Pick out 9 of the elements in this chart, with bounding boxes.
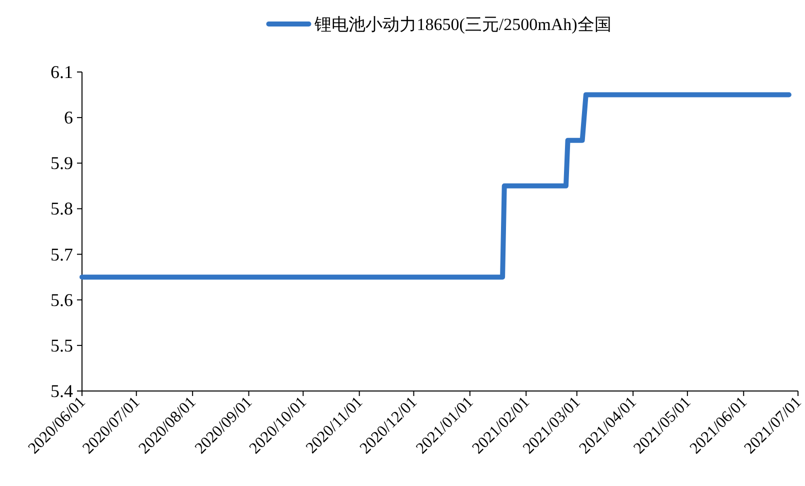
y-tick-label: 6.1 bbox=[50, 62, 73, 82]
y-tick-label: 6 bbox=[64, 108, 73, 128]
y-tick-label: 5.4 bbox=[50, 381, 73, 401]
y-tick-label: 5.7 bbox=[50, 244, 73, 264]
y-tick-label: 5.6 bbox=[50, 290, 73, 310]
y-tick-label: 5.8 bbox=[50, 198, 73, 219]
y-tick-label: 5.9 bbox=[50, 153, 73, 174]
legend-label: 锂电池小动力18650(三元/2500mAh)全国 bbox=[314, 15, 612, 34]
y-tick-label: 5.5 bbox=[50, 335, 73, 356]
